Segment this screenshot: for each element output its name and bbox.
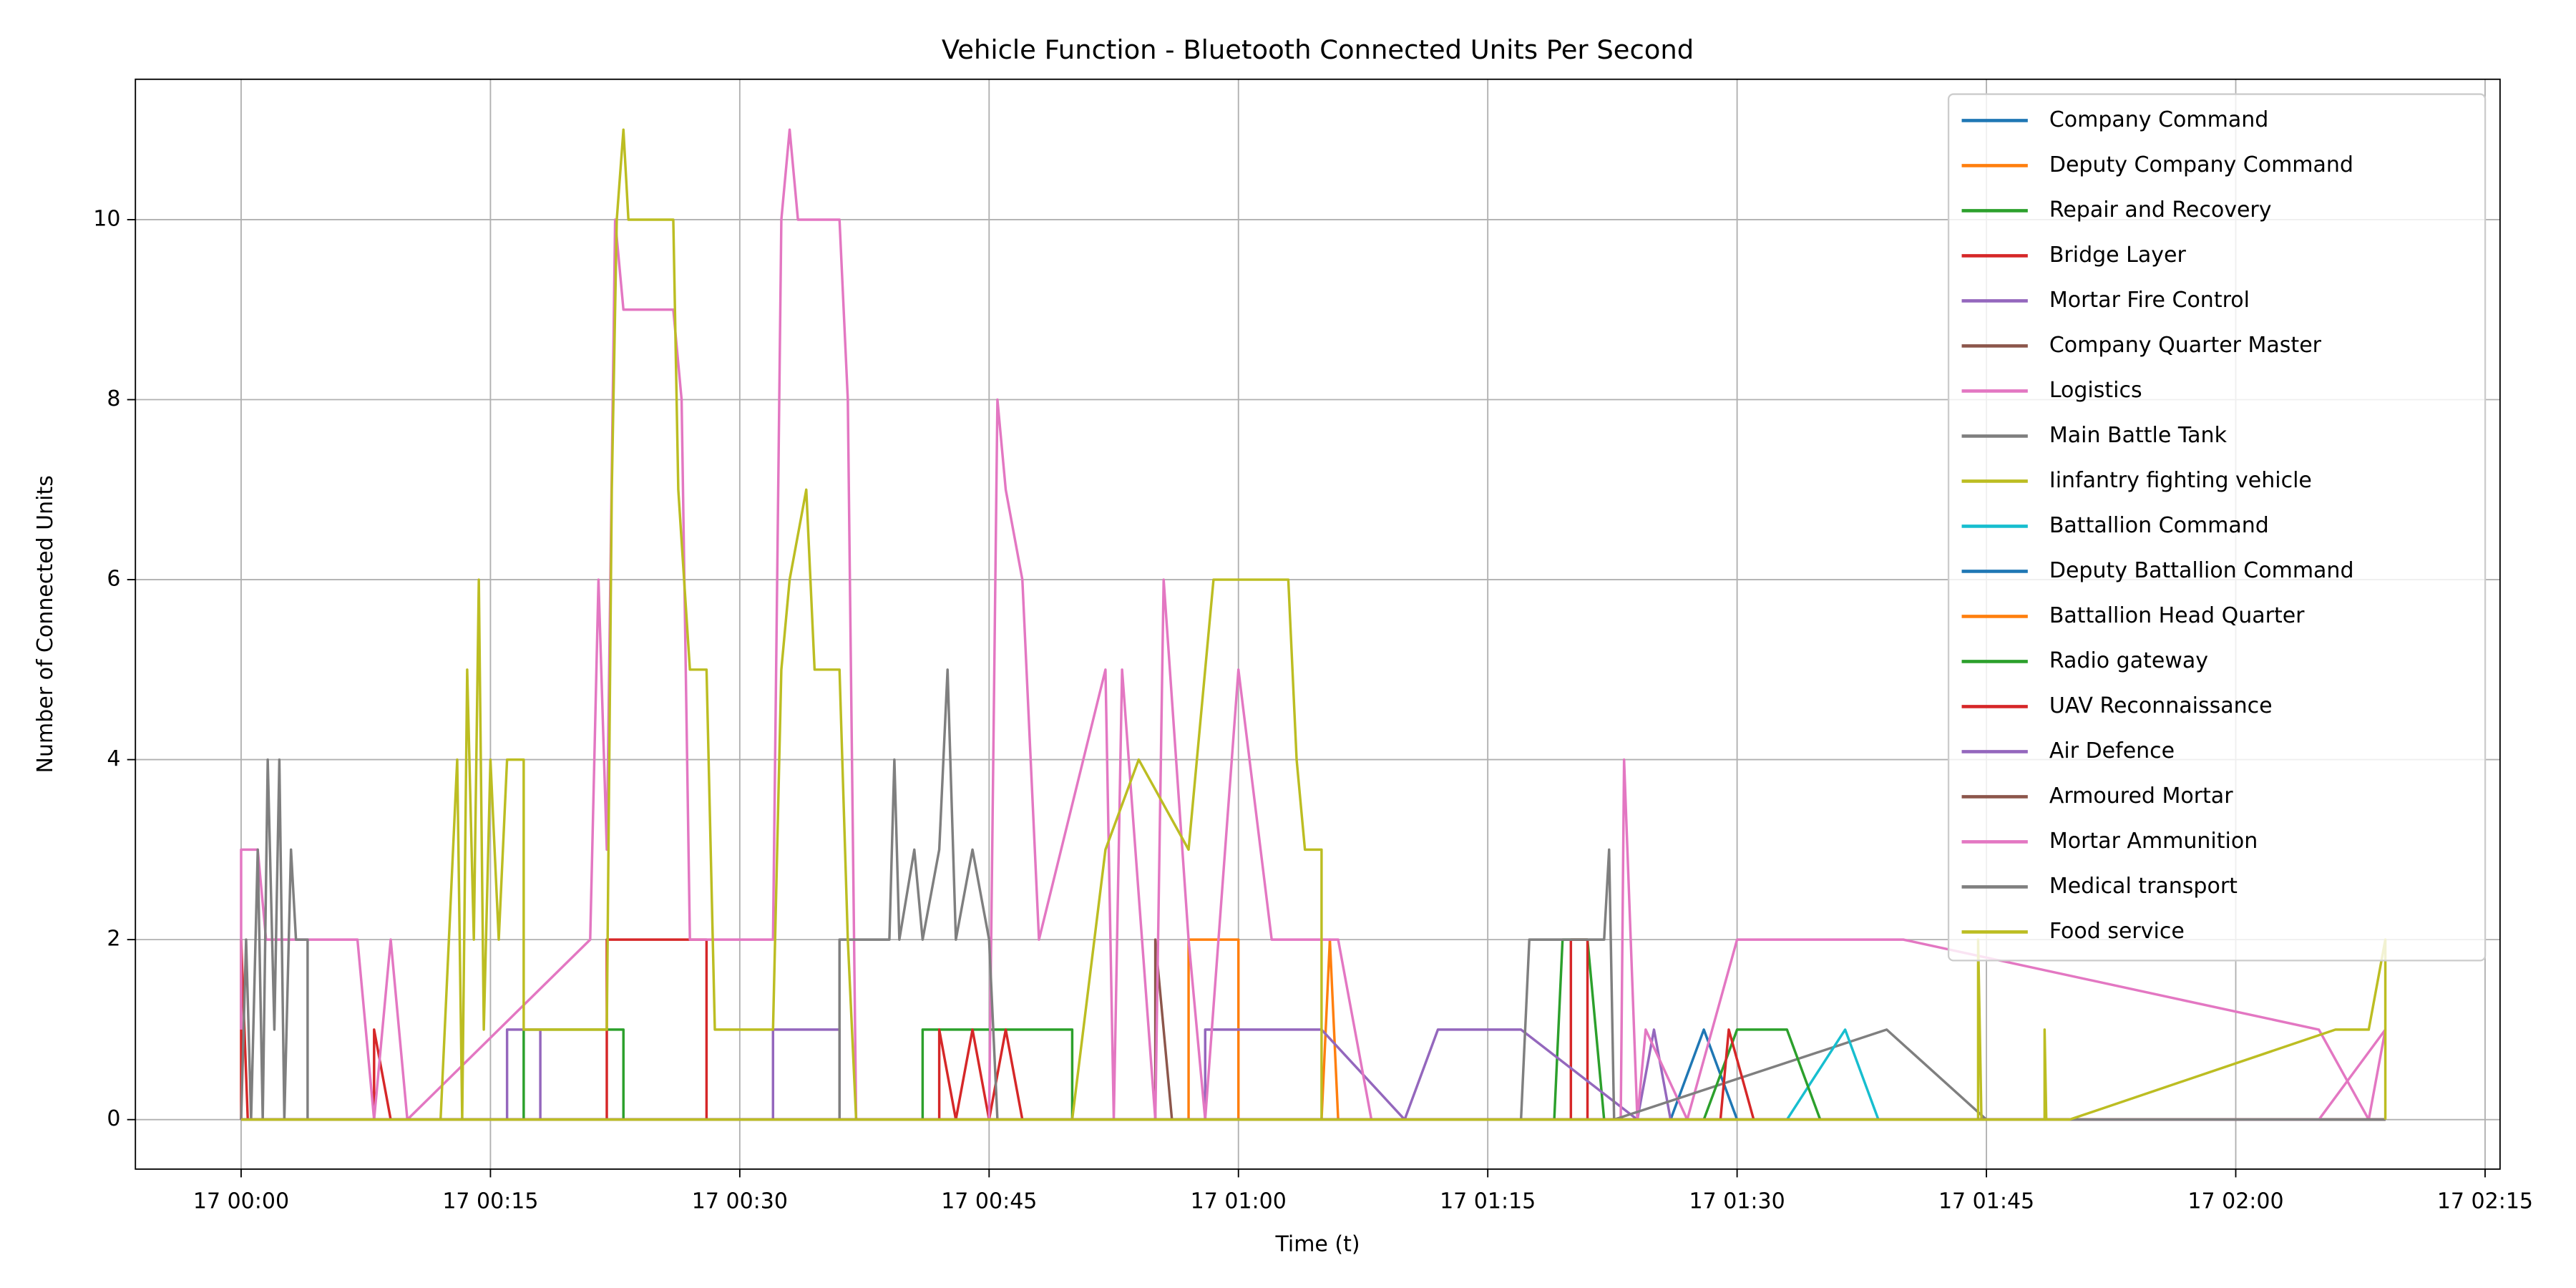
chart-title: Vehicle Function - Bluetooth Connected U… xyxy=(942,34,1694,65)
legend-label: Food service xyxy=(2049,919,2185,944)
legend-label: Battallion Head Quarter xyxy=(2049,603,2305,628)
x-tick-label: 17 02:00 xyxy=(2187,1189,2283,1214)
series-line xyxy=(240,668,2386,1121)
legend-label: Mortar Ammunition xyxy=(2049,829,2258,854)
legend-label: UAV Reconnaissance xyxy=(2049,693,2273,718)
legend-label: Air Defence xyxy=(2049,738,2175,763)
legend-label: Battallion Command xyxy=(2049,513,2269,538)
y-tick-label: 4 xyxy=(107,746,120,771)
axes: 17 00:00 17 00:15 17 00:30 17 00:45 17 01:00… xyxy=(93,206,2533,1214)
series-line xyxy=(240,128,2387,1121)
plot-frame xyxy=(135,78,2501,1170)
legend-label: Company Quarter Master xyxy=(2049,333,2322,358)
legend-label: Repair and Recovery xyxy=(2049,197,2272,223)
x-tick-label: 17 01:30 xyxy=(1689,1189,1785,1214)
x-tick-label: 17 01:00 xyxy=(1191,1189,1287,1214)
legend-box xyxy=(1947,93,2487,962)
legend-label: Iinfantry fighting vehicle xyxy=(2049,468,2312,493)
legend-label: Mortar Fire Control xyxy=(2049,288,2250,313)
legend-label: Radio gateway xyxy=(2049,648,2208,673)
legend-label: Medical transport xyxy=(2049,874,2238,899)
legend-label: Company Command xyxy=(2049,107,2268,132)
x-tick-label: 17 01:15 xyxy=(1440,1189,1536,1214)
legend-label: Deputy Company Command xyxy=(2049,152,2353,177)
x-tick-label: 17 00:00 xyxy=(193,1189,289,1214)
y-tick-label: 0 xyxy=(107,1106,120,1131)
x-tick-label: 17 00:30 xyxy=(692,1189,788,1214)
legend-label: Logistics xyxy=(2049,378,2142,403)
legend-label: Armoured Mortar xyxy=(2049,784,2233,809)
legend-label: Deputy Battallion Command xyxy=(2049,558,2354,583)
x-axis-label: Time (t) xyxy=(1274,1232,1360,1257)
series-line xyxy=(240,128,2386,1121)
y-tick-label: 2 xyxy=(107,927,120,952)
plot-lines xyxy=(240,128,2387,1121)
x-tick-label: 17 00:45 xyxy=(941,1189,1037,1214)
y-tick-label: 8 xyxy=(107,386,120,411)
y-axis-label: Number of Connected Units xyxy=(33,475,58,773)
legend-label: Main Battle Tank xyxy=(2049,423,2228,448)
x-tick-label: 17 01:45 xyxy=(1938,1189,2034,1214)
series-line xyxy=(240,938,2387,1121)
x-tick-label: 17 02:15 xyxy=(2437,1189,2533,1214)
y-tick-label: 10 xyxy=(93,206,120,231)
legend: Company Command Deputy Company Command Rep… xyxy=(1947,93,2487,962)
legend-label: Bridge Layer xyxy=(2049,243,2187,268)
x-tick-label: 17 00:15 xyxy=(442,1189,538,1214)
y-tick-label: 6 xyxy=(107,567,120,592)
